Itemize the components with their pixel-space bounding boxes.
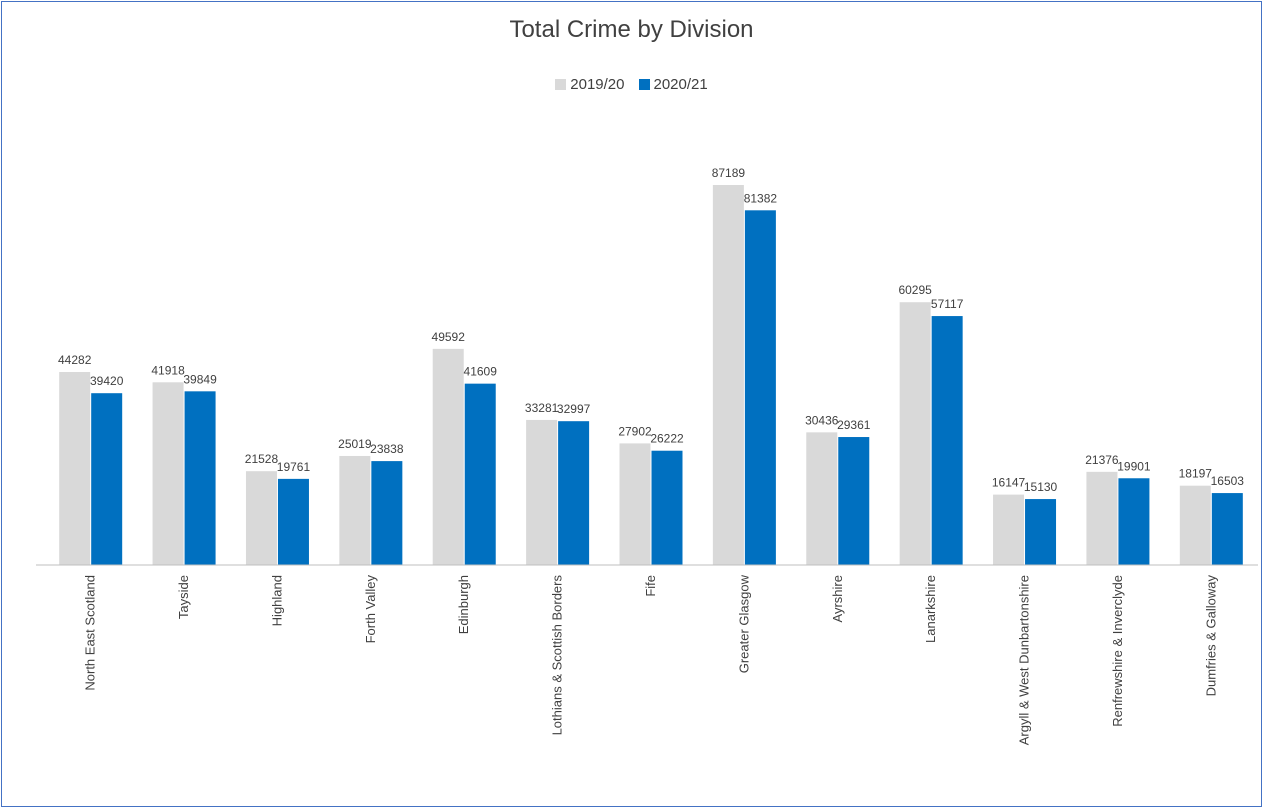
bar-2-8 [744,210,776,565]
data-label-2-7: 26222 [650,432,684,446]
bar-1-13 [1179,485,1211,565]
data-label-2-8: 81382 [744,191,778,205]
bar-2-4 [371,461,403,565]
bar-2-6 [558,421,590,565]
bar-2-9 [838,437,870,565]
bar-1-1 [59,372,91,565]
data-label-1-4: 25019 [338,437,372,451]
data-label-1-7: 27902 [618,424,652,438]
data-label-1-8: 87189 [712,166,746,180]
bar-2-1 [91,393,123,565]
chart-legend: 2019/20 2020/21 [2,76,1261,93]
category-label-10: Lanarkshire [923,575,938,643]
data-label-2-9: 29361 [837,418,871,432]
legend-item-series-1: 2019/20 [555,76,625,93]
category-label-9: Ayrshire [830,575,845,622]
legend-item-series-2: 2020/21 [638,76,708,93]
bar-1-5 [432,348,464,565]
data-label-1-11: 16147 [992,476,1026,490]
data-label-2-3: 19761 [277,460,311,474]
data-label-2-5: 41609 [464,365,498,379]
data-label-2-13: 16503 [1211,474,1245,488]
bar-1-4 [339,455,371,565]
bar-1-6 [526,419,558,565]
category-label-12: Renfrewshire & Inverclyde [1110,575,1125,727]
bar-1-11 [993,494,1025,565]
bar-1-2 [152,382,184,565]
bar-2-2 [184,391,216,565]
bar-1-12 [1086,471,1118,565]
bar-1-3 [245,471,277,565]
category-label-13: Dumfries & Galloway [1203,575,1218,697]
bar-2-11 [1025,499,1057,565]
chart-title: Total Crime by Division [509,16,754,43]
data-label-2-11: 15130 [1024,480,1058,494]
data-label-1-9: 30436 [805,413,839,427]
bar-1-9 [806,432,838,565]
data-label-1-2: 41918 [151,363,185,377]
legend-swatch-series-1 [555,79,567,90]
category-label-7: Fife [643,575,658,597]
category-label-4: Forth Valley [363,575,378,644]
bar-1-10 [899,302,931,565]
category-label-1: North East Scotland [83,575,98,691]
category-label-8: Greater Glasgow [736,574,751,673]
data-label-2-10: 57117 [931,297,964,311]
category-label-5: Edinburgh [456,575,471,634]
bar-1-7 [619,443,651,565]
data-label-2-2: 39849 [183,372,217,386]
data-label-1-5: 49592 [432,330,466,344]
data-label-2-12: 19901 [1117,459,1151,473]
bar-2-7 [651,450,683,565]
bar-2-3 [277,478,309,565]
data-label-2-1: 39420 [90,374,124,388]
data-label-1-13: 18197 [1179,467,1213,481]
category-label-2: Tayside [176,575,191,619]
data-label-1-6: 33281 [525,401,559,415]
legend-swatch-series-2 [638,79,650,90]
data-label-2-6: 32997 [557,402,591,416]
category-label-3: Highland [269,575,284,626]
category-label-6: Lothians & Scottish Borders [550,575,565,736]
bar-2-12 [1118,478,1150,565]
data-label-1-3: 21528 [245,452,279,466]
bar-2-5 [464,383,496,565]
data-label-1-12: 21376 [1085,453,1119,467]
bar-2-13 [1211,493,1243,565]
bar-1-8 [712,185,744,565]
category-label-11: Argyll & West Dunbartonshire [1017,575,1032,745]
bar-2-10 [931,316,963,565]
legend-label-series-1: 2019/20 [570,76,625,93]
data-label-1-10: 60295 [898,283,932,297]
data-label-2-4: 23838 [370,442,404,456]
data-label-1-1: 44282 [58,353,92,367]
legend-label-series-2: 2020/21 [653,76,708,93]
